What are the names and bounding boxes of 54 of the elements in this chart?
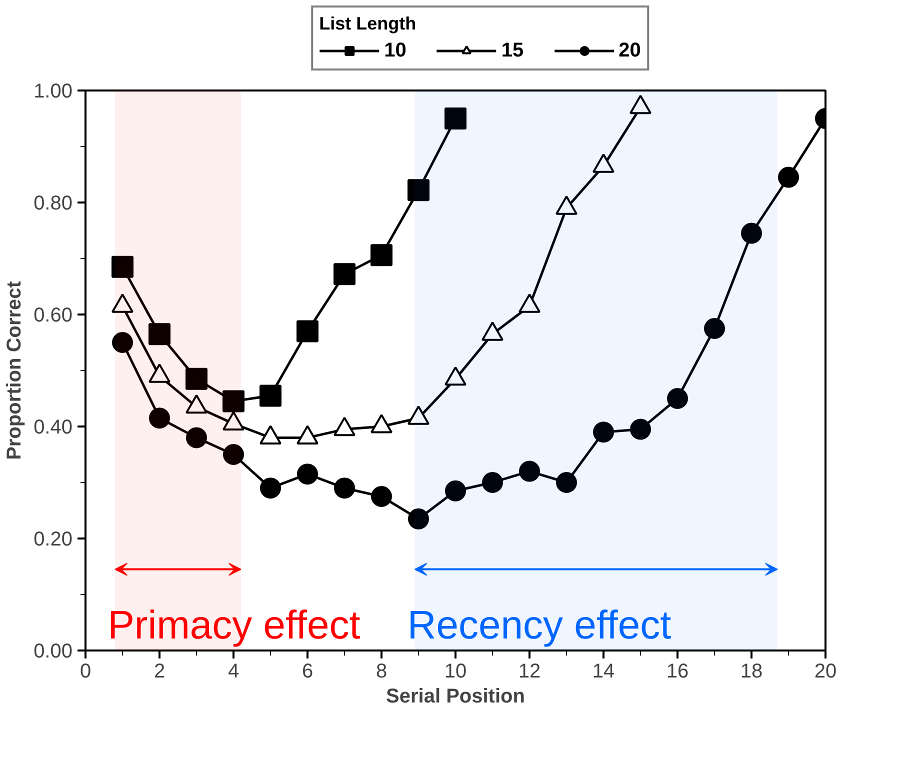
point [112,332,133,353]
point [149,408,170,429]
point [556,472,577,493]
point [371,486,392,507]
point [408,179,430,202]
point [593,422,614,443]
point [445,480,466,502]
x-tick-label: 2 [154,660,166,682]
point [148,323,170,346]
point [444,108,466,130]
point [667,388,688,409]
x-tick-label: 0 [80,660,92,682]
point [630,418,651,440]
point [334,478,355,499]
band-label: Primacy effect [108,604,360,648]
legend-title: List Length [319,13,418,34]
y-tick-label: 0.20 [34,528,73,550]
band-label: Recency effect [407,604,672,648]
x-tick-label: 16 [666,660,689,682]
point [778,166,799,188]
x-tick-label: 20 [814,660,837,682]
x-tick-label: 8 [376,660,388,682]
y-tick-label: 0.60 [34,304,73,326]
point [260,384,282,407]
y-axis-title: Proportion Correct [4,280,26,460]
point [704,318,725,339]
point [370,244,392,266]
legend-label: 20 [618,39,641,62]
legend-label: 10 [384,39,406,62]
point [482,472,503,493]
point [260,478,281,499]
x-axis-title: Serial Position [386,686,525,708]
x-tick-label: 4 [228,660,240,682]
y-tick-label: 0.80 [34,192,73,214]
y-tick-label: 0.00 [34,640,73,662]
y-tick-label: 1.00 [34,80,73,102]
x-tick-label: 10 [444,660,467,682]
point [112,256,134,278]
point [222,390,244,412]
point [334,263,356,286]
legend-label: 15 [501,39,524,62]
x-tick-label: 14 [592,660,615,682]
point [223,444,244,465]
point [296,320,318,342]
point [408,508,429,530]
point [297,464,318,485]
point [186,427,207,448]
point [519,460,540,482]
x-tick-label: 18 [740,660,763,682]
x-tick-label: 6 [302,660,314,682]
y-tick-label: 0.40 [34,416,73,438]
point [741,222,762,244]
x-tick-label: 12 [518,660,541,682]
point [186,368,208,390]
